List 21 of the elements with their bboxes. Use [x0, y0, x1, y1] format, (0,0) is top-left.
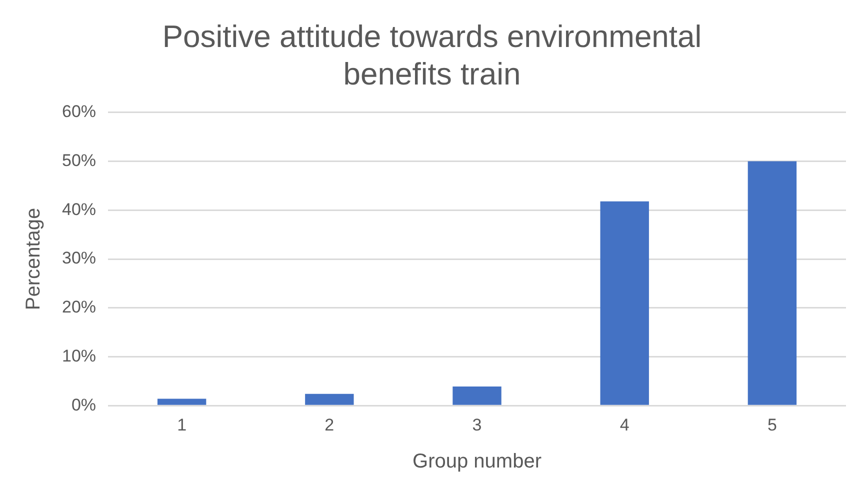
x-tick-label: 2 — [324, 415, 334, 434]
text: Positive attitude towards environmental — [162, 19, 702, 54]
bar — [305, 394, 354, 405]
y-axis-title: Percentage — [22, 208, 45, 310]
bar — [748, 161, 797, 405]
y-tick-label: 60% — [62, 102, 96, 122]
text: benefits train — [343, 56, 521, 92]
y-tick-label: 20% — [62, 298, 96, 317]
x-tick-label: 1 — [177, 415, 187, 434]
bar — [600, 201, 649, 405]
bar — [452, 386, 502, 405]
y-tick-label: 40% — [62, 200, 96, 219]
bar — [157, 398, 206, 405]
y-tick-label: 0% — [71, 395, 96, 414]
x-tick-label: 3 — [472, 415, 482, 434]
y-tick-label: 10% — [62, 346, 96, 366]
y-tick-label: 30% — [62, 248, 96, 268]
y-tick-label: 50% — [62, 150, 96, 170]
x-tick-label: 4 — [620, 415, 630, 434]
x-axis-title: Group number — [412, 450, 542, 473]
x-tick-label: 5 — [767, 415, 777, 434]
